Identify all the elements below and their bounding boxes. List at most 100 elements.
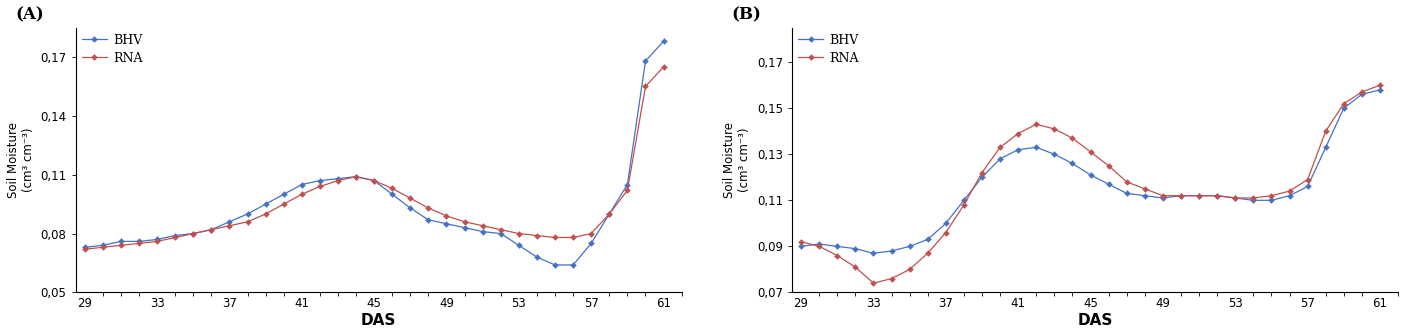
RNA — [347, 175, 364, 179]
RNA — [583, 231, 600, 236]
RNA — [1118, 180, 1135, 184]
BHV — [955, 198, 972, 202]
RNA — [1028, 122, 1045, 126]
RNA — [1371, 83, 1388, 87]
BHV — [185, 231, 202, 236]
BHV — [1100, 182, 1117, 186]
RNA — [974, 171, 991, 175]
BHV — [811, 242, 828, 246]
X-axis label: DAS: DAS — [1078, 313, 1113, 328]
BHV — [384, 192, 400, 196]
RNA — [1082, 150, 1099, 154]
BHV — [457, 226, 473, 230]
RNA — [847, 265, 864, 269]
BHV — [1353, 92, 1370, 96]
Text: (B): (B) — [732, 6, 762, 23]
RNA — [1010, 132, 1027, 136]
BHV — [112, 240, 129, 244]
BHV — [510, 243, 527, 247]
BHV — [475, 229, 492, 233]
RNA — [547, 236, 563, 240]
RNA — [221, 224, 237, 228]
Legend: BHV, RNA: BHV, RNA — [80, 31, 145, 67]
RNA — [239, 220, 256, 224]
RNA — [149, 240, 166, 244]
RNA — [1100, 164, 1117, 168]
BHV — [1045, 152, 1062, 156]
RNA — [94, 245, 111, 249]
BHV — [601, 212, 618, 216]
RNA — [937, 230, 954, 234]
BHV — [167, 233, 184, 238]
RNA — [792, 240, 809, 244]
BHV — [76, 245, 93, 249]
RNA — [528, 233, 545, 238]
BHV — [919, 238, 936, 242]
RNA — [829, 254, 846, 258]
BHV — [1155, 196, 1172, 200]
RNA — [565, 236, 582, 240]
BHV — [221, 220, 237, 224]
RNA — [330, 179, 347, 183]
RNA — [955, 203, 972, 207]
RNA — [185, 231, 202, 236]
RNA — [884, 277, 901, 281]
RNA — [1353, 90, 1370, 94]
RNA — [620, 188, 636, 192]
Line: BHV: BHV — [799, 88, 1383, 255]
BHV — [131, 240, 148, 244]
BHV — [1335, 106, 1352, 110]
BHV — [94, 243, 111, 247]
RNA — [1190, 194, 1207, 198]
Line: BHV: BHV — [83, 39, 666, 267]
RNA — [510, 231, 527, 236]
BHV — [402, 206, 419, 210]
RNA — [1155, 194, 1172, 198]
X-axis label: DAS: DAS — [361, 313, 396, 328]
BHV — [438, 222, 455, 226]
RNA — [365, 179, 382, 183]
RNA — [312, 185, 329, 189]
RNA — [865, 281, 882, 285]
BHV — [1173, 194, 1190, 198]
RNA — [384, 187, 400, 191]
RNA — [420, 206, 437, 210]
BHV — [937, 221, 954, 225]
BHV — [1245, 198, 1262, 202]
BHV — [1082, 173, 1099, 177]
RNA — [402, 196, 419, 200]
RNA — [992, 145, 1009, 149]
BHV — [1263, 198, 1280, 202]
RNA — [457, 220, 473, 224]
Legend: BHV, RNA: BHV, RNA — [795, 31, 861, 67]
BHV — [974, 175, 991, 179]
BHV — [257, 202, 274, 206]
RNA — [475, 224, 492, 228]
RNA — [1263, 194, 1280, 198]
RNA — [919, 251, 936, 255]
BHV — [636, 59, 653, 63]
RNA — [275, 202, 292, 206]
BHV — [1371, 88, 1388, 92]
RNA — [492, 227, 509, 231]
RNA — [1335, 102, 1352, 106]
BHV — [901, 244, 917, 248]
RNA — [1281, 189, 1298, 193]
RNA — [167, 236, 184, 240]
BHV — [565, 263, 582, 267]
Line: RNA: RNA — [799, 83, 1383, 285]
RNA — [438, 214, 455, 218]
RNA — [811, 244, 828, 248]
BHV — [583, 241, 600, 245]
BHV — [202, 227, 219, 231]
RNA — [1318, 129, 1335, 133]
RNA — [636, 84, 653, 88]
Y-axis label: Soil Moisture
(cm³ cm⁻³): Soil Moisture (cm³ cm⁻³) — [7, 122, 35, 198]
BHV — [1318, 145, 1335, 149]
RNA — [1245, 196, 1262, 200]
Y-axis label: Soil Moisture
(cm³ cm⁻³): Soil Moisture (cm³ cm⁻³) — [724, 122, 752, 198]
BHV — [847, 247, 864, 251]
BHV — [528, 255, 545, 259]
BHV — [1010, 148, 1027, 152]
RNA — [294, 192, 311, 196]
